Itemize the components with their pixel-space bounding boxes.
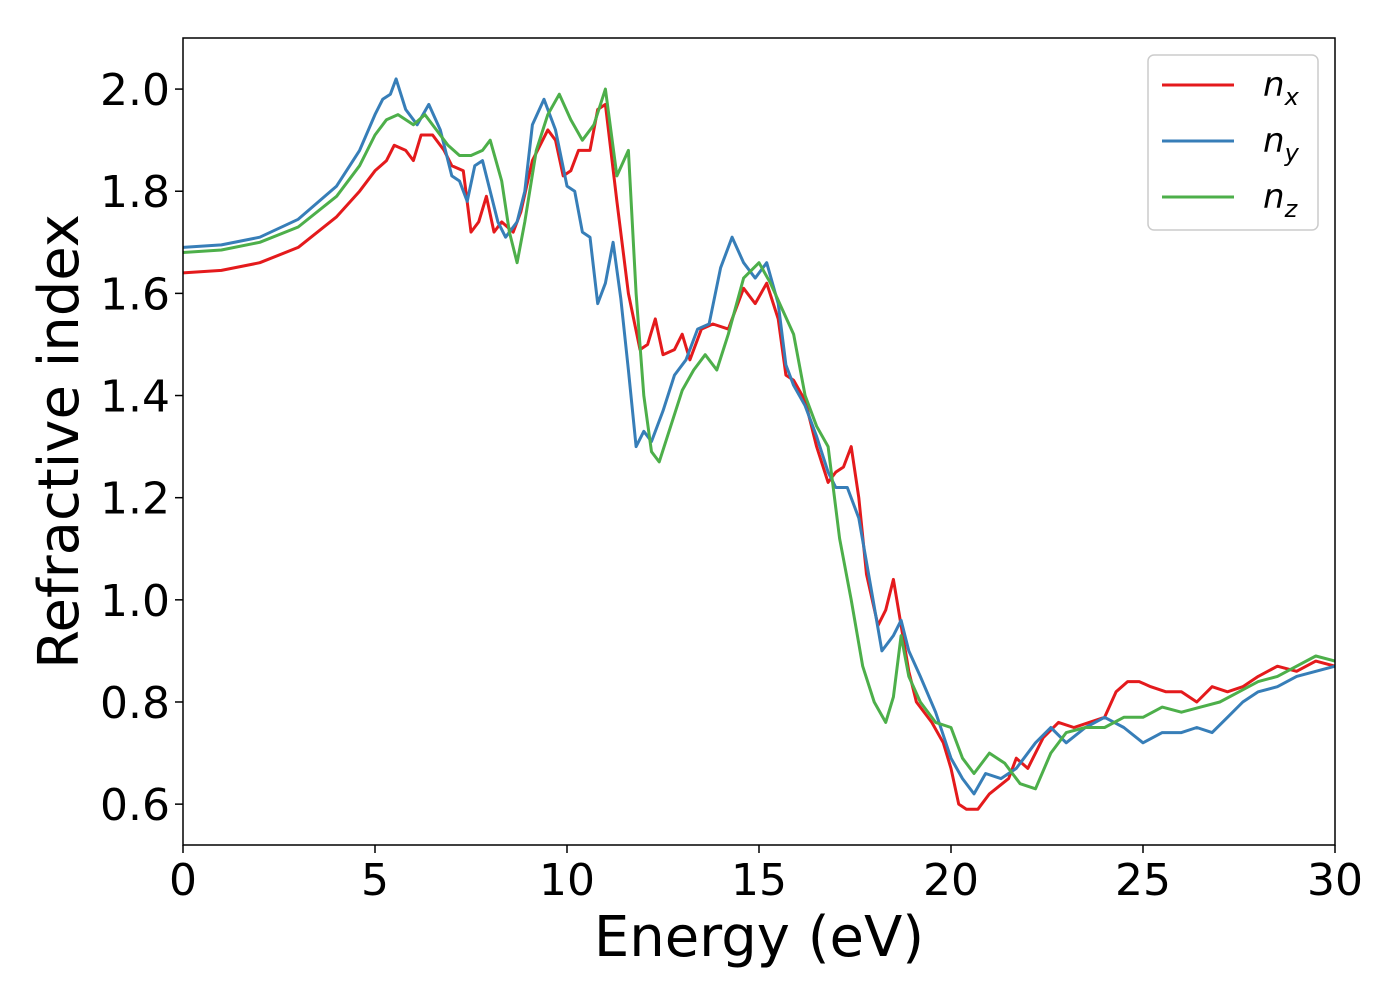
x-tick-label: 20	[923, 855, 979, 906]
legend-label-nz: nz	[1263, 177, 1299, 223]
series-line-ny	[183, 77, 1335, 796]
y-tick-label: 1.8	[100, 167, 170, 218]
x-tick-label: 0	[169, 855, 197, 906]
y-axis-ticks: 0.6 0.8 1.0 1.2 1.4 1.6 1.8 2.0	[100, 65, 183, 831]
y-tick-label: 1.0	[100, 576, 170, 627]
legend: nx ny nz	[1147, 54, 1319, 231]
y-axis-title: Refractive index	[27, 214, 92, 669]
x-axis-title: Energy (eV)	[594, 905, 924, 970]
y-tick-label: 1.6	[100, 269, 170, 320]
x-axis-ticks: 0 5 10 15 20 25 30	[169, 845, 1363, 906]
x-tick-label: 5	[361, 855, 389, 906]
y-tick-label: 1.4	[100, 372, 170, 423]
y-tick-label: 0.6	[100, 780, 170, 831]
legend-label-ny: ny	[1263, 121, 1300, 167]
legend-label-nx: nx	[1263, 65, 1300, 111]
series-layer	[183, 77, 1335, 811]
series-line-nz	[183, 87, 1335, 791]
y-tick-label: 0.8	[100, 678, 170, 729]
x-tick-label: 15	[731, 855, 787, 906]
x-tick-label: 25	[1115, 855, 1171, 906]
x-tick-label: 30	[1307, 855, 1363, 906]
y-tick-label: 2.0	[100, 65, 170, 116]
x-tick-label: 10	[539, 855, 595, 906]
y-tick-label: 1.2	[100, 474, 170, 525]
